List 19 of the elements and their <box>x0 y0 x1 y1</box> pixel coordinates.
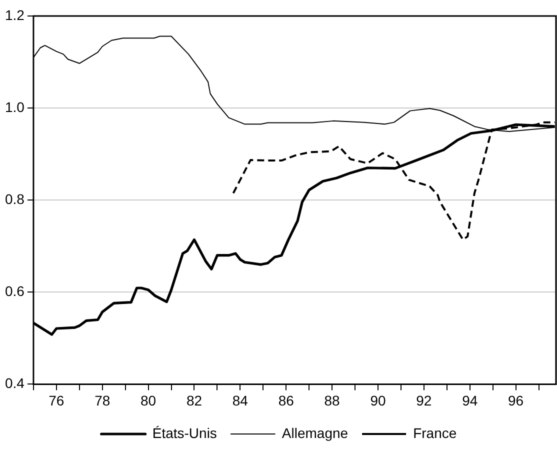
x-tick-label: 92 <box>416 392 432 408</box>
legend-label: Allemagne <box>282 424 348 441</box>
y-tick-label: 0.6 <box>4 283 25 300</box>
legend-label: France <box>413 424 457 441</box>
x-tick-label: 90 <box>370 392 386 408</box>
y-tick-label: 1.2 <box>4 6 25 23</box>
x-tick-label: 86 <box>278 392 294 408</box>
x-tick-label: 84 <box>232 392 248 408</box>
x-tick-label: 82 <box>186 392 202 408</box>
x-tick-label: 88 <box>324 392 340 408</box>
x-tick-label: 80 <box>140 392 156 408</box>
legend-label: États-Unis <box>152 424 217 441</box>
y-tick-label: 0.4 <box>4 375 25 392</box>
y-tick-label: 1.0 <box>4 98 25 115</box>
x-tick-label: 76 <box>48 392 64 408</box>
x-tick-label: 96 <box>508 392 524 408</box>
x-tick-label: 78 <box>94 392 110 408</box>
x-tick-label: 94 <box>462 392 478 408</box>
y-tick-label: 0.8 <box>4 190 25 207</box>
